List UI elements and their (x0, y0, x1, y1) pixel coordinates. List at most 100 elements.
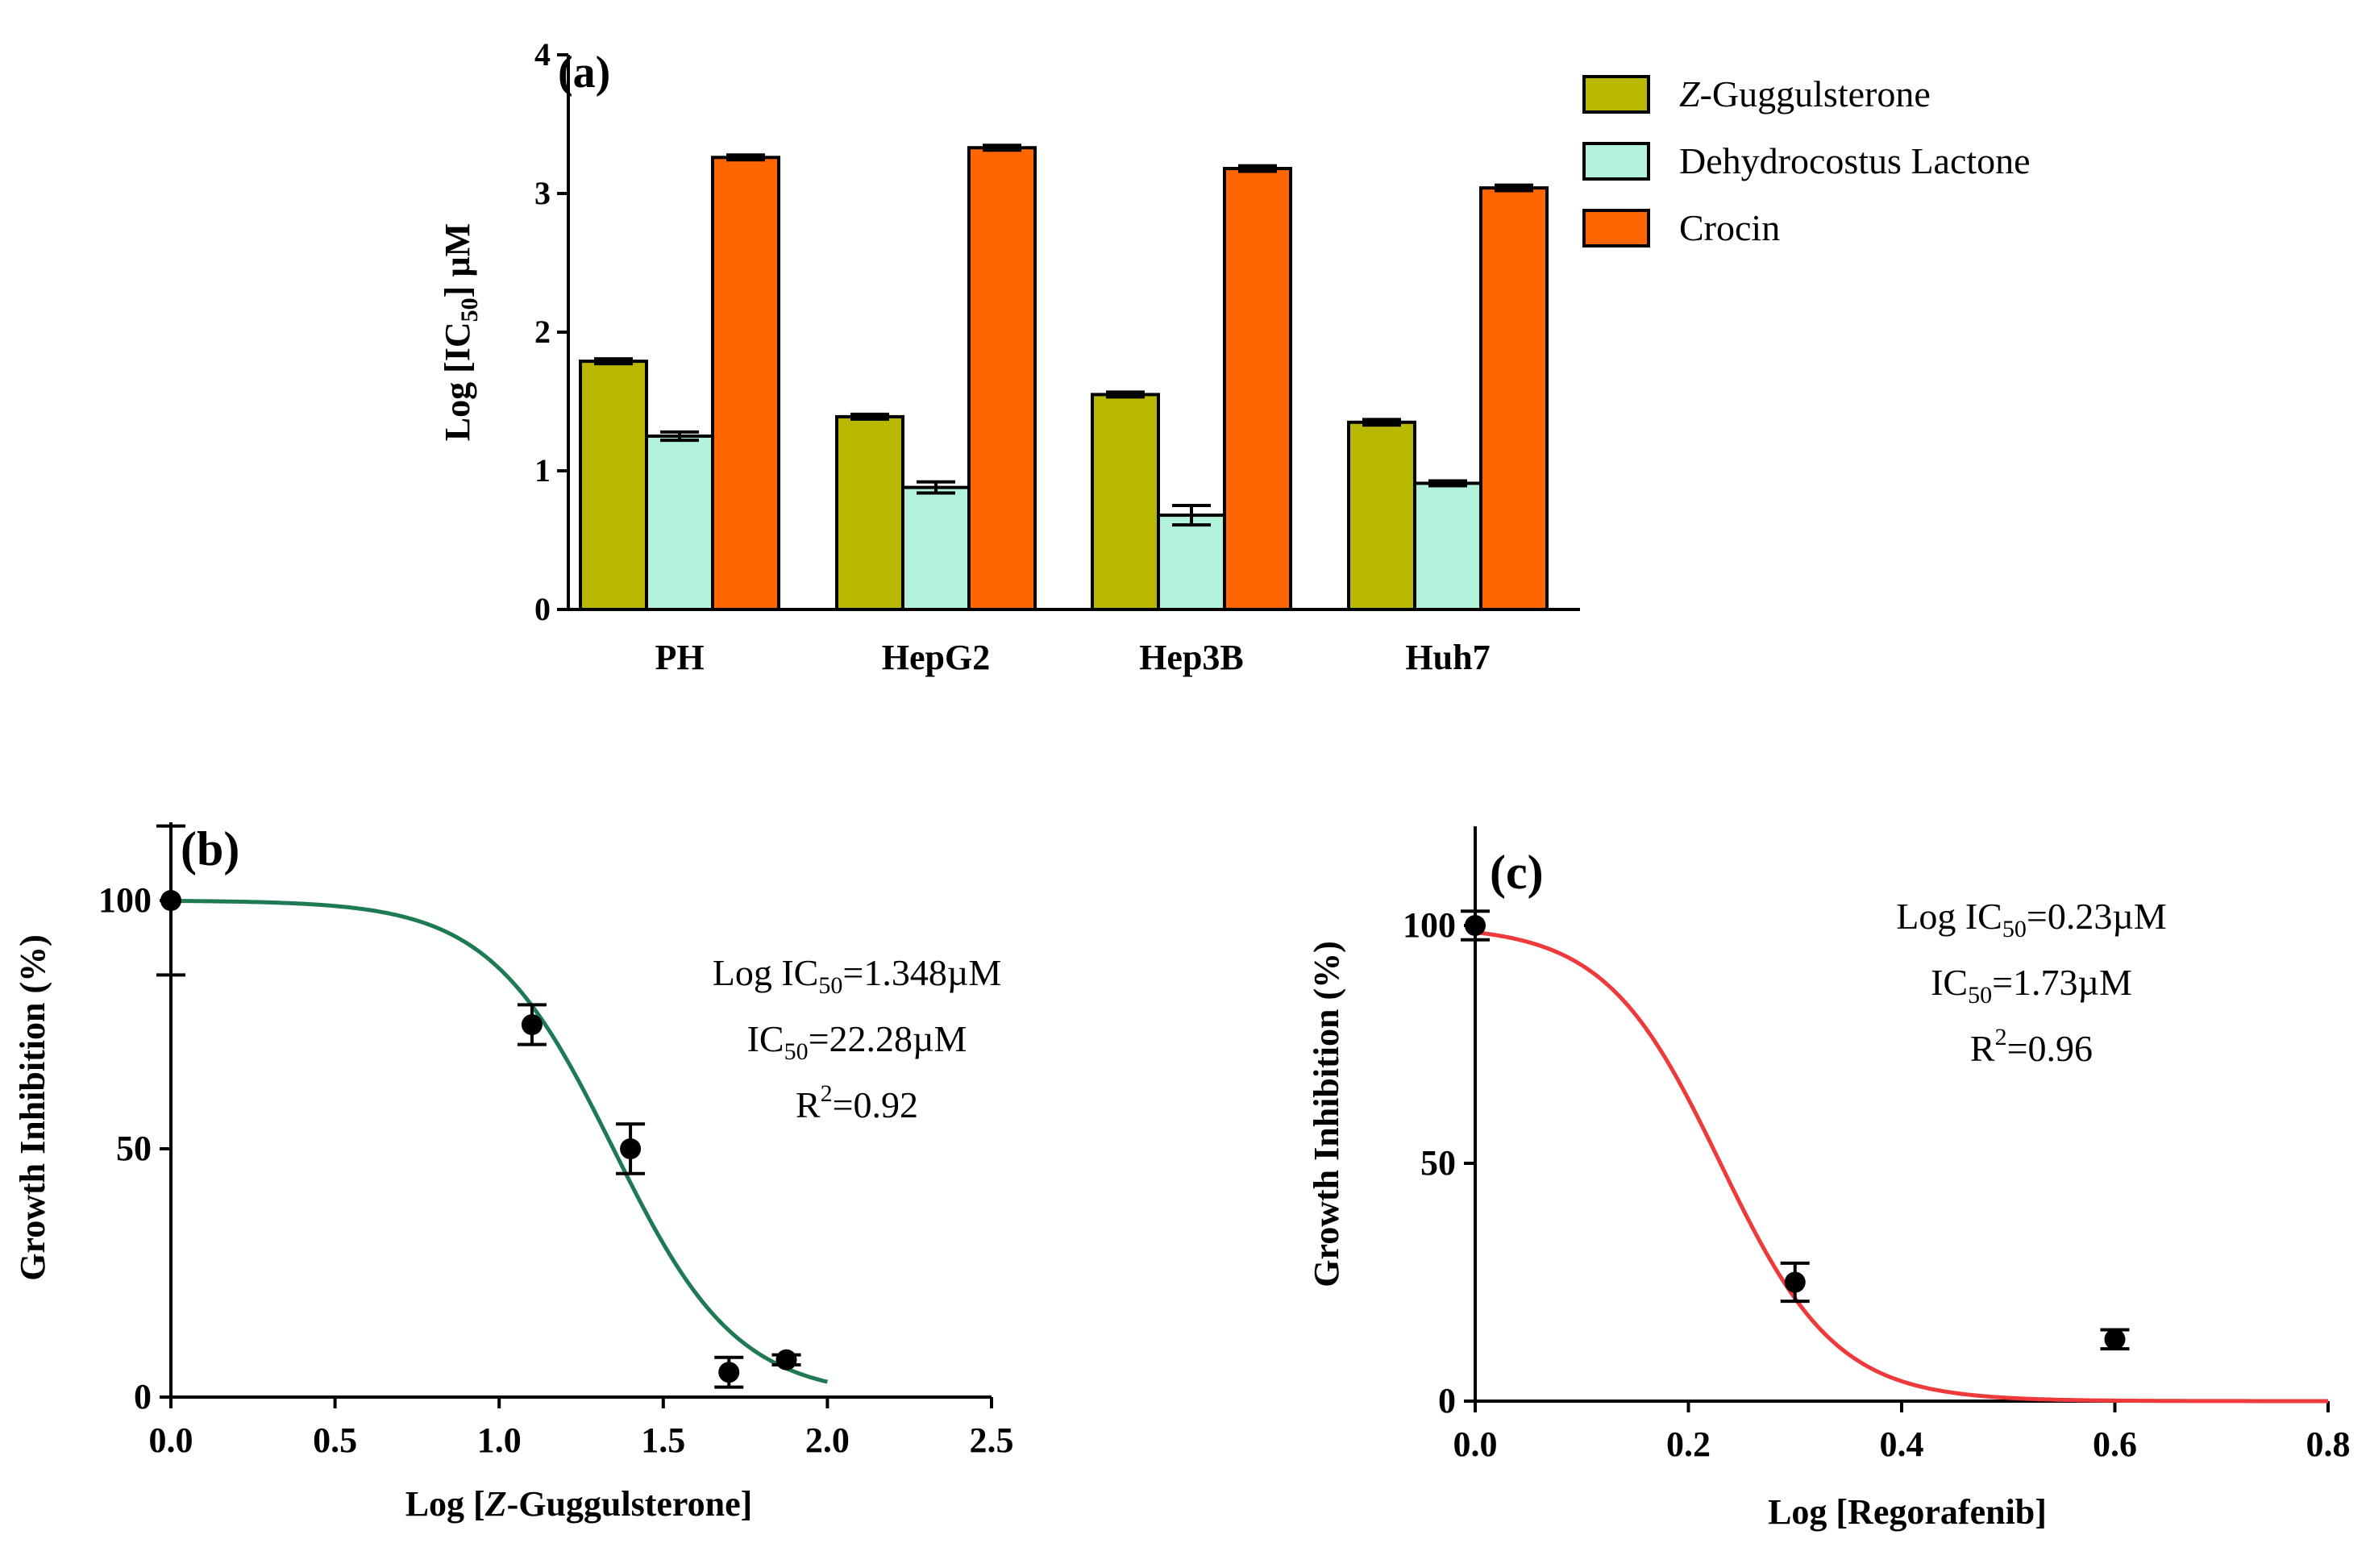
panel-c-dose-response-chart: 0 50 100 0.0 0.2 0.4 0.6 0.8 (c) Growth Inhibitio… (1307, 826, 2351, 1532)
y-tick-label: 0 (134, 1377, 152, 1416)
x-axis-label-italic: Z (484, 1484, 507, 1524)
legend-label: Dehydrocostus Lactone (1679, 140, 2031, 181)
y-tick-label: 50 (1420, 1143, 1456, 1183)
x-tick-label: 1.5 (641, 1420, 685, 1460)
annotation-pre: R (1970, 1028, 1995, 1069)
annotation-line: IC50=1.73µM (1931, 962, 2132, 1009)
legend: Z-Guggulsterone Dehydrocostus Lactone Croc… (1582, 73, 2031, 248)
x-category-label: Hep3B (1139, 638, 1244, 677)
y-tick-label: 100 (1403, 905, 1456, 945)
bar-crocin-hepg2 (967, 146, 1037, 612)
bar-dehydrocostus-lactone-hepg2 (901, 485, 971, 612)
fit-curve (170, 898, 828, 1384)
annotation-line: R2=0.92 (796, 1080, 918, 1125)
annotation-post: =0.23µM (2027, 896, 2167, 937)
x-axis-label-pre: Log [ (405, 1484, 485, 1524)
data-point (160, 890, 181, 911)
y-axis-label-main: Log [IC (438, 322, 477, 441)
y-tick-label: 2 (534, 314, 551, 350)
panel-label-b: (b) (181, 822, 239, 876)
annotation-post: =1.73µM (1992, 962, 2132, 1003)
annotation-pre: R (796, 1084, 821, 1125)
y-tick-label: 3 (534, 175, 551, 211)
x-tick-label: 0.2 (1666, 1425, 1711, 1464)
legend-label-italic: Z (1679, 73, 1700, 114)
annotation-line: Log IC50=0.23µM (1896, 896, 2166, 942)
annotation-line: R2=0.96 (1970, 1024, 2093, 1069)
legend-label-text: Crocin (1679, 207, 1780, 248)
panel-a-bar-chart: 0 1 2 3 4 PH HepG2 Hep3B Huh7 Log [IC50] µM (a) Z-G… (438, 36, 2031, 677)
bar-dehydrocostus-lactone-hep3b (1157, 514, 1226, 611)
data-point (775, 1349, 797, 1370)
y-tick-label: 100 (98, 880, 152, 920)
annotation-sub: 50 (818, 972, 842, 999)
y-axis-label-sub: 50 (456, 297, 483, 322)
bar--guggulsterone-huh7 (1347, 420, 1416, 611)
annotation-post: =1.348µM (842, 952, 1001, 993)
x-tick-label: 2.0 (805, 1420, 850, 1460)
annotation-pre: Log IC (713, 952, 819, 993)
annotation-pre: IC (747, 1018, 784, 1059)
x-tick-label: 0.5 (313, 1420, 357, 1460)
x-tick-label: 0.4 (1880, 1425, 1924, 1464)
bar--guggulsterone-hepg2 (835, 414, 904, 611)
y-tick-label: 4 (534, 36, 551, 73)
annotation-line: IC50=22.28µM (747, 1018, 967, 1065)
bar-dehydrocostus-lactone-ph (645, 435, 714, 611)
annotation-pre: IC (1931, 962, 1968, 1003)
x-tick-label: 0.0 (1453, 1425, 1498, 1464)
x-tick-label: 0.8 (2306, 1425, 2351, 1464)
legend-swatch (1582, 75, 1650, 114)
data-point (521, 1014, 543, 1035)
data-point (2104, 1329, 2126, 1350)
bar--guggulsterone-ph (579, 360, 648, 611)
y-axis-label: Growth Inhibition (%) (13, 934, 52, 1281)
annotation-sup: 2 (821, 1080, 833, 1107)
panel-label-c: (c) (1490, 846, 1544, 899)
x-tick-label: 1.0 (477, 1420, 522, 1460)
annotation-sub: 50 (2002, 916, 2027, 942)
annotation-post: =22.28µM (809, 1018, 967, 1059)
y-axis-label: Growth Inhibition (%) (1307, 941, 1346, 1287)
annotation-pre: Log IC (1896, 896, 2002, 937)
panel-b-dose-response-chart: 0 50 100 0.0 0.5 1.0 1.5 2.0 2.5 (b) Growth Inhibi… (13, 822, 1014, 1524)
legend-label: Z-Guggulsterone (1679, 73, 1931, 114)
x-category-label: HepG2 (882, 638, 990, 677)
legend-label: Crocin (1679, 207, 1780, 248)
annotation-post: =0.96 (2007, 1028, 2093, 1069)
y-axis-label: Log [IC50] µM (438, 223, 483, 441)
data-points (156, 824, 801, 1389)
bar-dehydrocostus-lactone-huh7 (1413, 481, 1482, 611)
data-point (1784, 1271, 1806, 1293)
x-axis-label: Log [Regorafenib] (1768, 1492, 2047, 1532)
annotation-sub: 50 (1968, 982, 1992, 1009)
x-tick-label: 0.6 (2093, 1425, 2137, 1464)
annotation-line: Log IC50=1.348µM (713, 952, 1001, 999)
data-point (620, 1138, 642, 1159)
panel-label-a: (a) (558, 48, 610, 98)
annotation-sub: 50 (784, 1038, 809, 1065)
bar--guggulsterone-hep3b (1091, 393, 1160, 611)
x-category-label: Huh7 (1405, 638, 1490, 677)
y-axis-label-tail: ] µM (438, 223, 477, 298)
legend-swatch (1582, 209, 1650, 247)
data-points (1461, 909, 2130, 1351)
y-tick-label: 50 (116, 1129, 152, 1168)
y-tick-label: 1 (534, 452, 551, 489)
annotation-sup: 2 (1995, 1024, 2007, 1050)
fit-curve (1474, 930, 2328, 1404)
legend-label-text: -Guggulsterone (1700, 73, 1931, 114)
data-point (1465, 915, 1486, 936)
legend-swatch (1582, 142, 1650, 181)
y-tick-label: 0 (1438, 1381, 1456, 1420)
bar-crocin-huh7 (1479, 186, 1549, 611)
x-category-label: PH (655, 638, 704, 677)
x-tick-label: 0.0 (149, 1420, 193, 1460)
bar-crocin-hep3b (1223, 167, 1292, 612)
annotation-post: =0.92 (833, 1084, 918, 1125)
legend-label-text: Dehydrocostus Lactone (1679, 140, 2031, 181)
y-tick-label: 0 (534, 591, 551, 627)
